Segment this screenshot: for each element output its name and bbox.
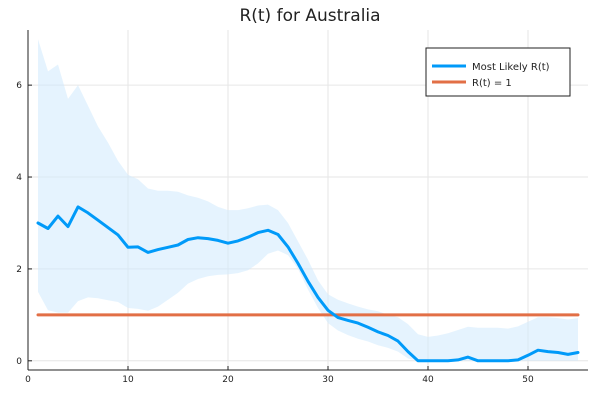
y-tick-label: 6 [16,81,22,91]
legend-label-r-equals-1: R(t) = 1 [472,78,512,89]
y-ticks: 0 2 4 6 [16,81,32,367]
x-tick-label: 0 [25,375,31,385]
x-tick-label: 20 [222,375,234,385]
legend: Most Likely R(t) R(t) = 1 [425,47,571,97]
x-ticks: 0 10 20 30 40 50 [25,366,534,385]
x-tick-label: 50 [522,375,534,385]
y-tick-label: 2 [16,265,22,275]
y-tick-label: 4 [16,173,22,183]
series-line-most-likely [36,205,580,363]
x-tick-label: 40 [422,375,434,385]
chart-title: R(t) for Australia [239,6,380,26]
legend-box [425,47,571,97]
confidence-band [38,39,578,361]
series-lines [36,205,580,363]
legend-label-most-likely: Most Likely R(t) [472,62,550,73]
y-tick-label: 0 [16,357,22,367]
x-tick-label: 10 [122,375,134,385]
x-tick-label: 30 [322,375,334,385]
